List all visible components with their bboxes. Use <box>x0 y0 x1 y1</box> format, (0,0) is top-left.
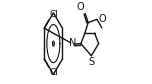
Text: O: O <box>77 2 85 12</box>
Text: S: S <box>88 57 94 67</box>
Text: Cl: Cl <box>49 68 58 77</box>
Text: Cl: Cl <box>49 10 58 19</box>
Text: O: O <box>98 14 106 24</box>
Text: N: N <box>69 38 76 48</box>
